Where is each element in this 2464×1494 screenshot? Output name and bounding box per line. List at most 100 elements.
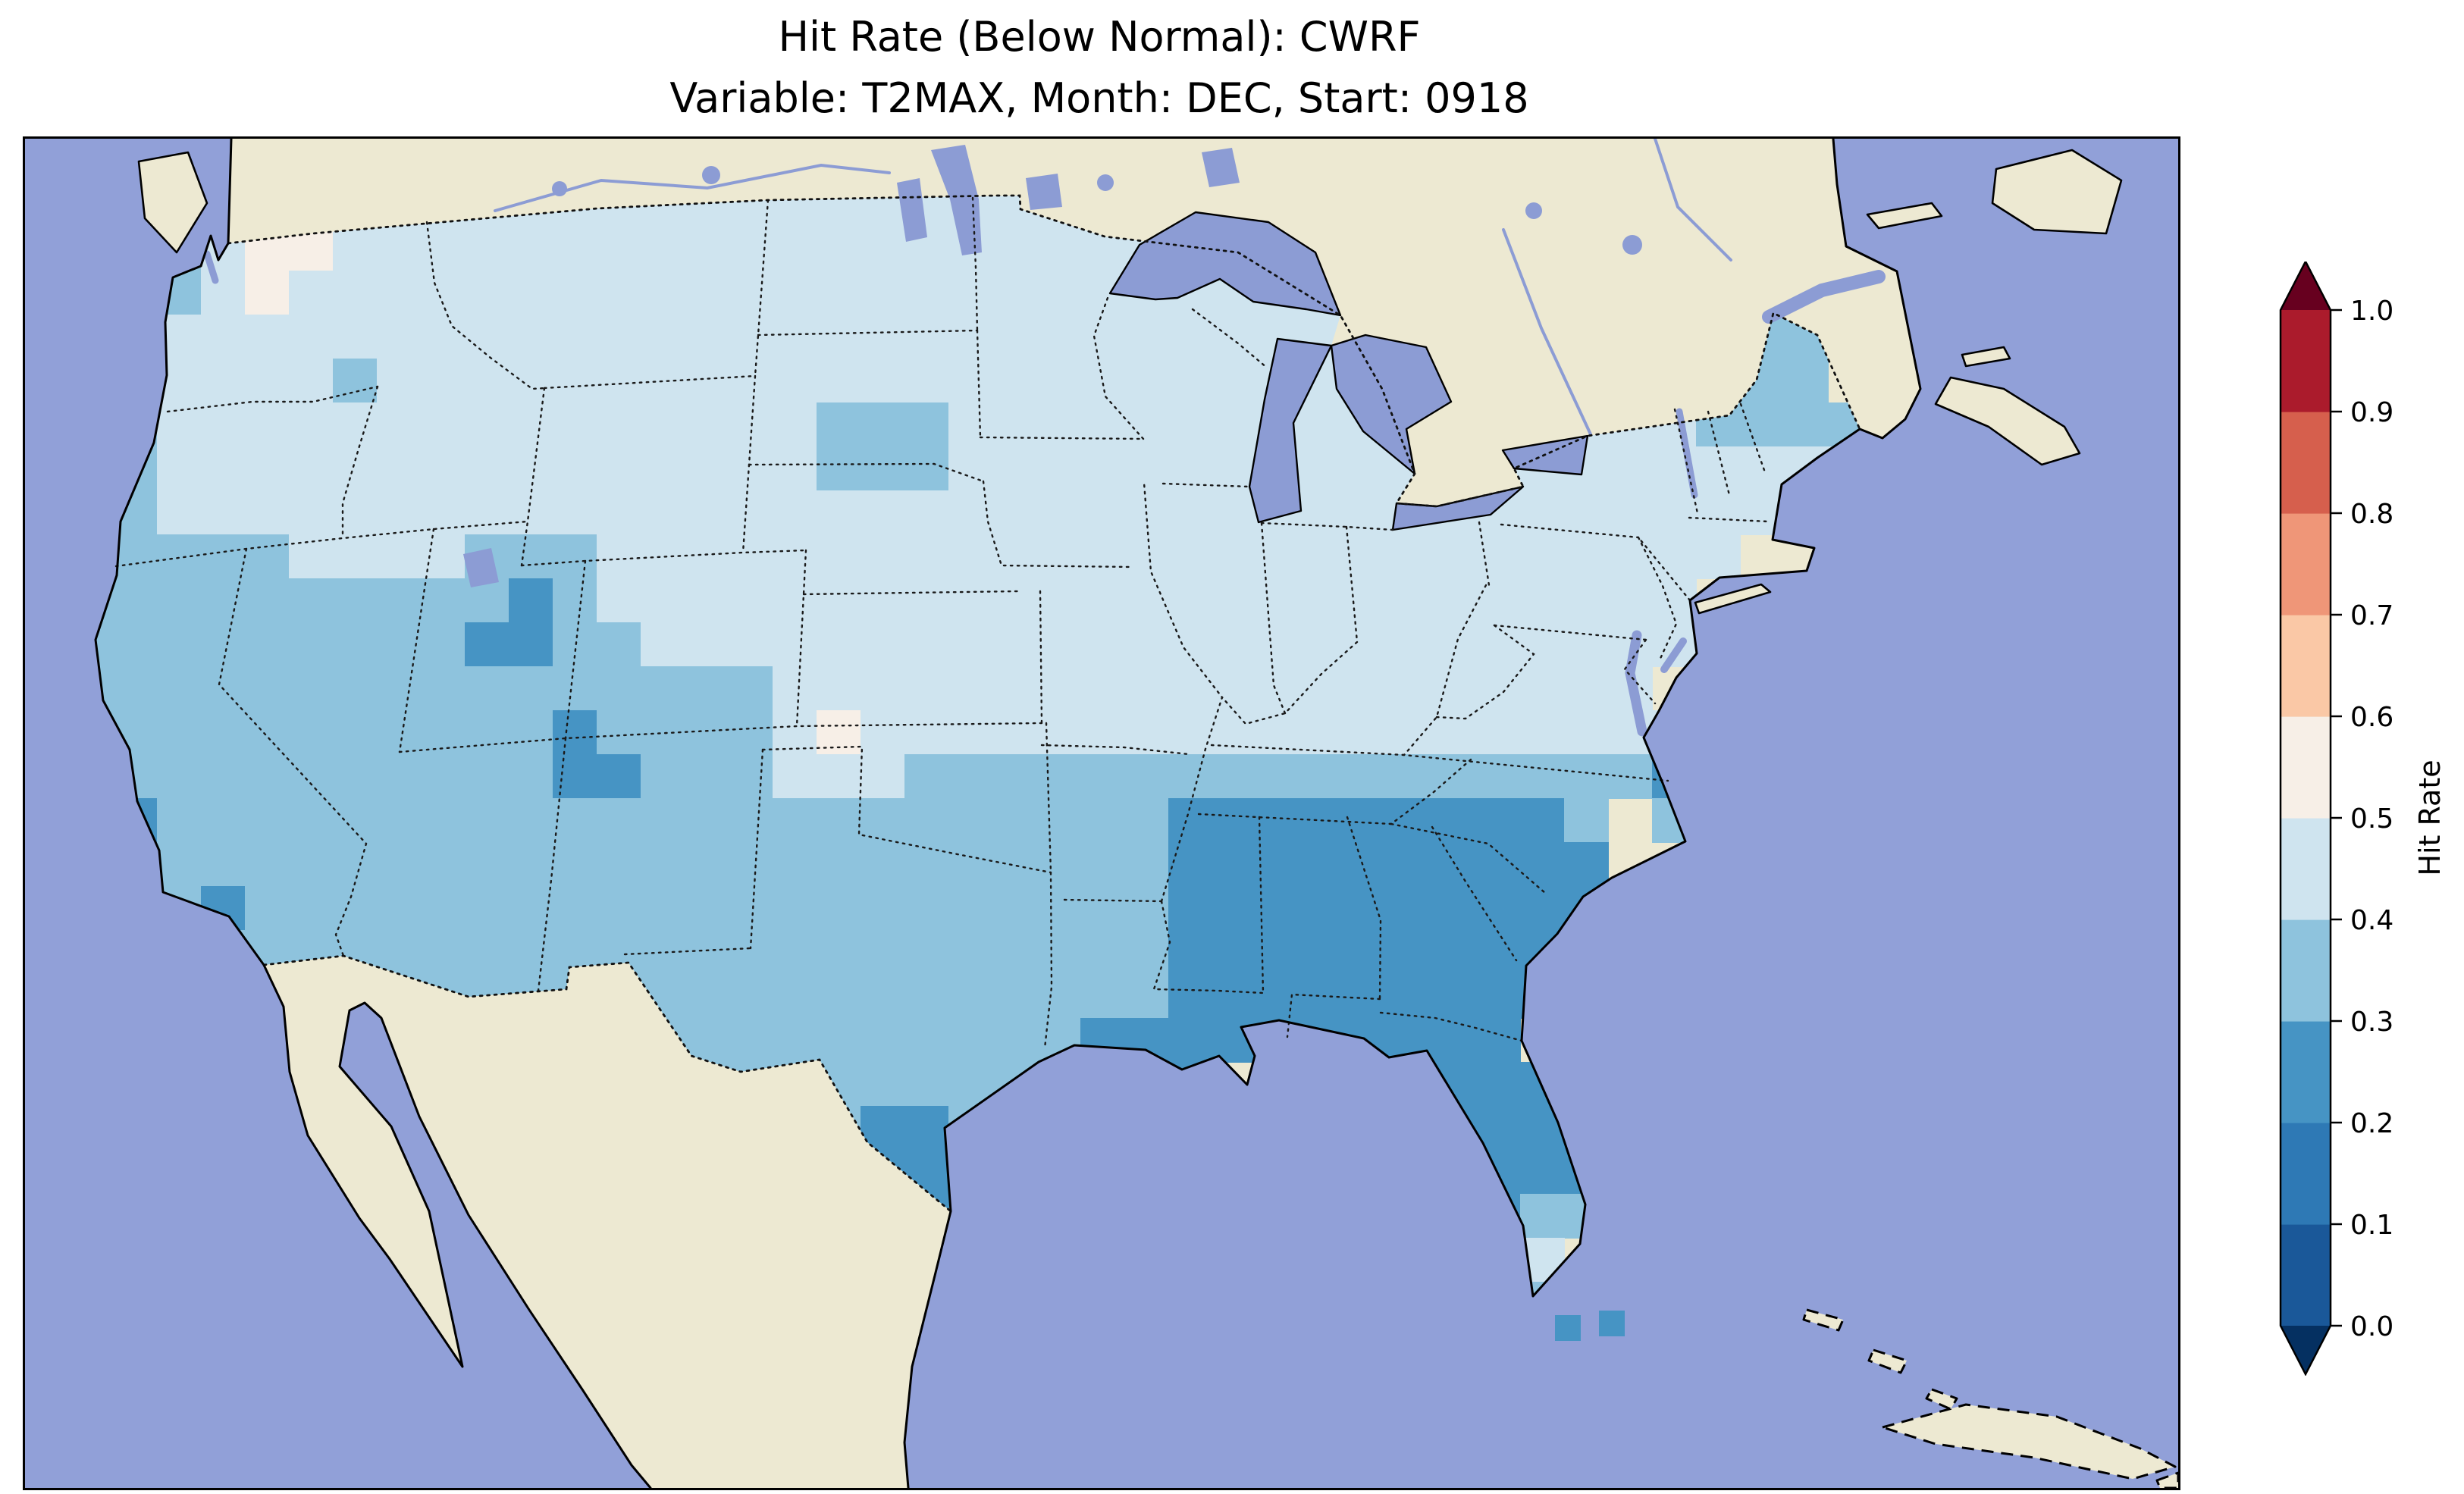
hit-rate-cell — [377, 227, 422, 271]
hit-rate-cell — [157, 578, 202, 623]
hit-rate-cell — [861, 578, 905, 623]
hit-rate-cell — [201, 490, 246, 535]
hit-rate-cell — [1344, 974, 1389, 1019]
hit-rate-cell — [377, 798, 422, 843]
hit-rate-cell — [861, 710, 905, 755]
hit-rate-cell — [1564, 754, 1609, 799]
hit-rate-cell — [904, 710, 949, 755]
hit-rate-cell — [992, 315, 1037, 359]
hit-rate-cell — [1520, 534, 1565, 579]
hit-rate-cell — [1212, 930, 1257, 975]
hit-rate-cell — [1036, 886, 1081, 931]
hit-rate-cell — [377, 315, 422, 359]
hit-rate-cell — [553, 490, 597, 535]
hit-rate-cell — [333, 798, 378, 843]
hit-rate-cell — [1124, 842, 1169, 887]
hit-rate-cell — [1520, 886, 1565, 931]
colorbar-axis-label: Hit Rate — [2413, 760, 2447, 875]
hit-rate-cell — [333, 886, 378, 931]
hit-rate-cell — [948, 359, 993, 403]
hit-rate-cell — [333, 754, 378, 799]
hit-rate-cell — [992, 490, 1037, 535]
hit-rate-cell — [861, 315, 905, 359]
hit-rate-cell — [597, 534, 641, 579]
hit-rate-cell — [289, 754, 334, 799]
hit-rate-cell — [1300, 402, 1345, 447]
hit-rate-cell — [1344, 446, 1389, 491]
nova-scotia — [1934, 376, 2081, 466]
hit-rate-cell — [245, 359, 290, 403]
hit-rate-cell — [1124, 798, 1169, 843]
hit-rate-cell — [1696, 534, 1741, 579]
hit-rate-cell — [465, 359, 509, 403]
vancouver-island — [137, 151, 208, 254]
puget-sound — [203, 250, 219, 284]
colorbar-tick-label: 0.3 — [2350, 1007, 2393, 1038]
hit-rate-cell — [992, 578, 1037, 623]
hit-rate-cell — [421, 930, 466, 975]
hit-rate-cell — [1080, 842, 1125, 887]
hit-rate-cell — [1124, 534, 1169, 579]
hit-rate-cell — [904, 1018, 949, 1063]
hit-rate-cell — [729, 359, 773, 403]
hit-rate-cell — [245, 271, 290, 315]
hit-rate-cell — [157, 534, 202, 579]
hit-rate-cell — [685, 842, 729, 887]
figure-title: Hit Rate (Below Normal): CWRF Variable: … — [23, 6, 2176, 129]
hit-rate-cell — [1168, 710, 1213, 755]
country-borders — [227, 194, 1861, 1213]
hit-rate-cell — [685, 578, 729, 623]
state-borders — [114, 196, 1770, 1050]
hit-rate-cell — [641, 666, 685, 711]
hit-rate-cell — [948, 754, 993, 799]
colorbar-segment — [2281, 412, 2331, 514]
hit-rate-cell — [421, 578, 466, 623]
hit-rate-cell — [333, 446, 378, 491]
hit-rate-cell — [597, 622, 641, 667]
hit-rate-cell — [1564, 490, 1609, 535]
hit-rate-cell — [1388, 930, 1433, 975]
hit-rate-cell — [1520, 798, 1565, 843]
hit-rate-cell — [1080, 930, 1125, 975]
hit-rate-cell — [1432, 798, 1477, 843]
hit-rate-cell — [992, 227, 1037, 271]
hit-rate-cell — [597, 710, 641, 755]
colorbar-segments — [2281, 310, 2331, 1326]
hit-rate-cell — [773, 886, 817, 931]
hit-rate-cell — [1080, 578, 1125, 623]
hit-rate-cell — [1388, 754, 1433, 799]
hit-rate-cell — [245, 622, 290, 667]
hit-rate-cell — [1564, 710, 1609, 755]
hit-rate-cell — [1036, 490, 1081, 535]
hit-rate-cell — [333, 534, 378, 579]
colorbar-segment — [2281, 818, 2331, 920]
colorbar-segment — [2281, 919, 2331, 1022]
hit-rate-cell — [685, 710, 729, 755]
hit-rate-cell — [1344, 798, 1389, 843]
hit-rate-cell — [289, 578, 334, 623]
lake-nipigon — [1202, 148, 1240, 187]
hit-rate-cell — [685, 227, 729, 271]
hit-rate-cell — [729, 666, 773, 711]
hit-rate-cell — [773, 754, 817, 799]
hit-rate-cell — [157, 798, 202, 843]
hit-rate-cell — [773, 196, 817, 227]
hit-rate-cell — [1300, 754, 1345, 799]
hit-rate-cell — [641, 271, 685, 315]
hit-rate-cell — [597, 886, 641, 931]
colorbar-under-arrow — [2281, 1326, 2331, 1374]
hit-rate-cell — [948, 315, 993, 359]
hit-rate-cell — [421, 622, 466, 667]
hit-rate-cell — [201, 359, 246, 403]
hit-rate-cell — [1212, 622, 1257, 667]
us-mexico-border — [262, 954, 952, 1213]
hit-rate-cell — [1784, 359, 1829, 403]
hit-rate-cell — [1564, 798, 1609, 843]
hit-rate-cell — [773, 446, 817, 491]
hit-rate-cell — [465, 622, 509, 667]
hit-rate-cell — [641, 227, 685, 271]
hit-rate-cell — [1476, 930, 1521, 975]
hit-rate-cell — [817, 227, 861, 271]
hit-rate-cell — [1476, 842, 1521, 887]
hit-rate-cell — [1476, 534, 1521, 579]
